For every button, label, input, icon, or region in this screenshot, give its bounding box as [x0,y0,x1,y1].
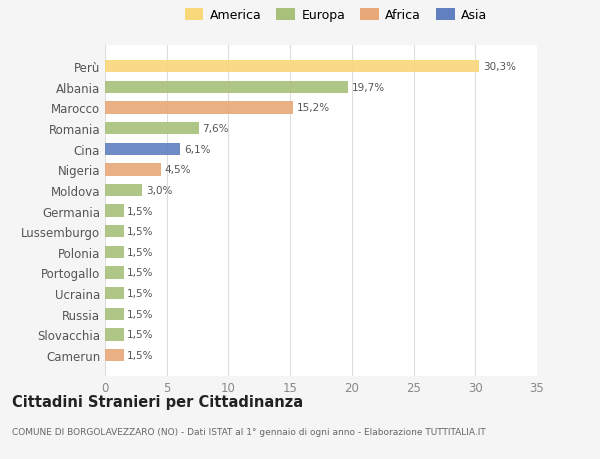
Bar [105,349,124,361]
Bar [105,246,124,258]
Bar [105,61,479,73]
Bar [105,287,124,300]
Text: Cittadini Stranieri per Cittadinanza: Cittadini Stranieri per Cittadinanza [12,394,303,409]
Text: 1,5%: 1,5% [127,309,154,319]
Text: 3,0%: 3,0% [146,185,172,196]
Text: COMUNE DI BORGOLAVEZZARO (NO) - Dati ISTAT al 1° gennaio di ogni anno - Elaboraz: COMUNE DI BORGOLAVEZZARO (NO) - Dati IST… [12,427,486,436]
Bar [105,329,124,341]
Text: 1,5%: 1,5% [127,227,154,237]
Text: 19,7%: 19,7% [352,83,385,93]
Bar [105,82,348,94]
Text: 4,5%: 4,5% [164,165,191,175]
Text: 15,2%: 15,2% [296,103,329,113]
Text: 6,1%: 6,1% [184,145,211,154]
Text: 1,5%: 1,5% [127,330,154,340]
Bar [105,102,293,114]
Bar [105,164,161,176]
Bar [105,225,124,238]
Text: 1,5%: 1,5% [127,288,154,298]
Bar [105,205,124,217]
Text: 30,3%: 30,3% [482,62,515,72]
Text: 1,5%: 1,5% [127,268,154,278]
Bar [105,185,142,197]
Bar [105,143,180,156]
Text: 1,5%: 1,5% [127,247,154,257]
Bar [105,123,199,135]
Text: 1,5%: 1,5% [127,206,154,216]
Text: 7,6%: 7,6% [203,124,229,134]
Bar [105,308,124,320]
Legend: America, Europa, Africa, Asia: America, Europa, Africa, Asia [185,9,487,22]
Text: 1,5%: 1,5% [127,350,154,360]
Bar [105,267,124,279]
